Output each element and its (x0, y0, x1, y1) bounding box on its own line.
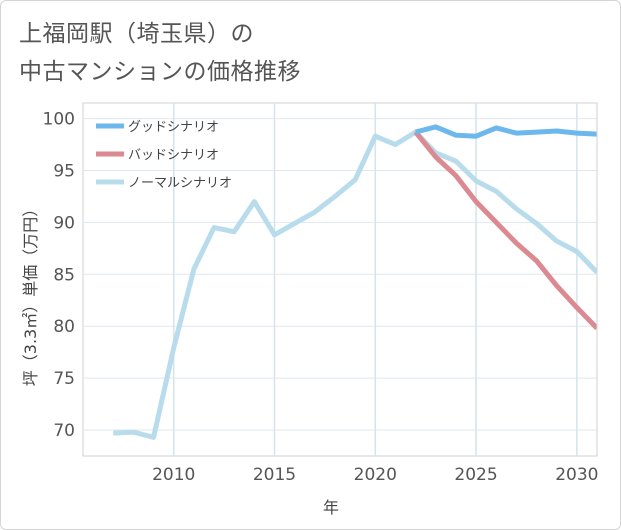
y-tick-label: 80 (53, 317, 75, 337)
plot-clip-mask (597, 97, 620, 462)
x-tick-label: 2010 (152, 465, 195, 485)
chart-title-line-1: 上福岡駅（埼玉県）の (19, 21, 254, 47)
x-tick-label: 2020 (354, 465, 397, 485)
chart-title: 上福岡駅（埼玉県）の 中古マンションの価格推移 (19, 15, 301, 91)
y-axis-label: 坪（3.3㎡）単価（万円） (21, 201, 40, 386)
y-tick-label: 95 (53, 161, 75, 181)
x-tick-label: 2025 (454, 465, 497, 485)
y-tick-label: 70 (53, 421, 75, 441)
series-line-1 (413, 130, 599, 331)
y-tick-label: 100 (43, 110, 75, 130)
chart-title-line-2: 中古マンションの価格推移 (19, 59, 301, 85)
x-tick-label: 2030 (555, 465, 598, 485)
y-tick-label: 85 (53, 265, 75, 285)
y-tick-label: 75 (53, 369, 75, 389)
legend-label-0: グッドシナリオ (128, 120, 219, 135)
y-tick-label: 90 (53, 213, 75, 233)
legend-label-1: バッドシナリオ (128, 148, 219, 163)
legend-label-2: ノーマルシナリオ (128, 176, 232, 191)
x-tick-label: 2015 (253, 465, 296, 485)
series-line-0 (414, 124, 598, 139)
x-axis-label: 年 (323, 498, 339, 517)
series-line-2 (113, 129, 599, 440)
